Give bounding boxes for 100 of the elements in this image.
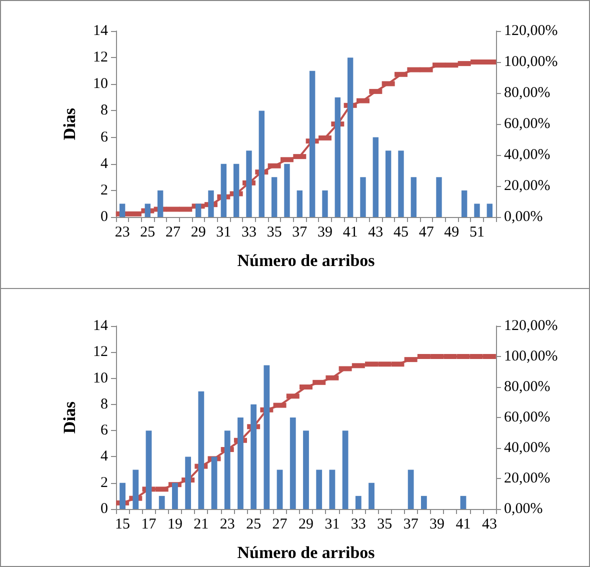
x-tick-label: 25 <box>140 224 156 240</box>
bar <box>224 430 230 509</box>
bar <box>474 204 480 217</box>
y-tick-label: 14 <box>93 318 108 334</box>
bar <box>420 496 427 509</box>
x-tick-label: 15 <box>115 516 130 532</box>
y2-tick-label: 100,00% <box>504 54 558 70</box>
x-tick-label: 29 <box>190 224 206 240</box>
bar <box>360 177 366 217</box>
y2-tick-label: 0,00% <box>504 209 543 225</box>
bar <box>195 204 202 217</box>
y-tick-label: 12 <box>93 344 108 360</box>
x-tick-label: 33 <box>350 516 366 532</box>
bar <box>158 496 165 509</box>
bar <box>264 365 270 509</box>
x-tick-label: 31 <box>324 516 340 532</box>
x-tick-label: 41 <box>342 224 358 240</box>
bar <box>410 177 417 217</box>
y-axis-title: Dias <box>60 108 79 140</box>
bar <box>250 404 257 509</box>
y-tick-label: 0 <box>100 501 108 517</box>
y2-tick-label: 0,00% <box>504 501 543 517</box>
x-tick-label: 43 <box>482 516 497 532</box>
bar <box>119 204 126 217</box>
x-axis-title: Número de arribos <box>237 251 376 270</box>
bar <box>303 430 309 509</box>
y2-tick-label: 80,00% <box>504 379 550 395</box>
y-tick-label: 2 <box>100 182 108 198</box>
x-tick-label: 33 <box>242 224 256 240</box>
bar <box>146 430 152 509</box>
bar <box>296 190 303 217</box>
x-tick-label: 27 <box>166 224 181 240</box>
x-tick-label: 23 <box>114 224 130 240</box>
y-tick-label: 12 <box>93 50 108 66</box>
bar <box>347 58 354 217</box>
x-tick-label: 51 <box>470 224 484 240</box>
y2-tick-label: 120,00% <box>504 23 558 39</box>
x-tick-label: 39 <box>430 516 445 532</box>
y2-tick-label: 80,00% <box>504 85 550 101</box>
y-tick-label: 6 <box>100 129 108 146</box>
bar <box>461 190 468 217</box>
y2-tick-label: 20,00% <box>504 470 550 486</box>
bar <box>220 164 227 217</box>
y2-tick-label: 60,00% <box>504 116 550 132</box>
y-tick-label: 14 <box>93 23 108 39</box>
bar <box>233 164 240 217</box>
bar <box>258 110 265 217</box>
x-tick-label: 43 <box>368 224 384 240</box>
x-tick-label: 23 <box>220 516 235 532</box>
x-tick-label: 35 <box>266 224 282 240</box>
y2-tick-label: 60,00% <box>504 410 550 426</box>
x-tick-label: 27 <box>272 516 288 532</box>
bar <box>172 482 178 509</box>
y-tick-label: 4 <box>100 448 108 465</box>
bar <box>398 150 404 217</box>
bar <box>316 470 322 509</box>
x-tick-label: 39 <box>318 224 332 240</box>
bar <box>211 456 218 509</box>
bar <box>460 496 466 509</box>
x-axis-title: Número de arribos <box>237 543 376 562</box>
y-tick-label: 4 <box>100 156 108 172</box>
y-tick-label: 2 <box>100 474 108 491</box>
x-tick-label: 35 <box>377 516 392 532</box>
bar <box>238 418 244 509</box>
bar <box>120 482 126 509</box>
y-axis-title: Dias <box>60 401 79 434</box>
bar <box>334 97 341 217</box>
bar <box>246 150 252 217</box>
bar <box>355 496 362 509</box>
bar <box>342 430 348 509</box>
bar <box>271 177 278 217</box>
x-tick-label: 37 <box>292 224 308 240</box>
bar <box>372 137 379 217</box>
x-tick-label: 21 <box>194 516 209 532</box>
bar <box>408 470 414 509</box>
bar <box>322 190 328 217</box>
bar <box>368 482 374 509</box>
bar <box>208 190 214 217</box>
bar <box>276 470 283 509</box>
y2-tick-label: 40,00% <box>504 147 550 163</box>
bar <box>144 204 151 217</box>
y-tick-label: 10 <box>93 76 108 92</box>
x-tick-label: 29 <box>298 516 314 532</box>
y2-tick-label: 20,00% <box>504 178 550 194</box>
y-tick-label: 10 <box>93 370 108 386</box>
y-tick-label: 6 <box>100 422 108 439</box>
x-tick-label: 17 <box>141 516 157 532</box>
bar <box>284 164 290 217</box>
bar <box>329 470 336 509</box>
x-tick-label: 25 <box>246 516 262 532</box>
x-tick-label: 41 <box>456 516 471 532</box>
x-tick-label: 37 <box>403 516 419 532</box>
bar <box>157 190 164 217</box>
x-tick-label: 45 <box>394 224 408 240</box>
bar <box>486 204 493 217</box>
y2-tick-label: 40,00% <box>504 440 550 456</box>
y-tick-label: 8 <box>100 396 108 412</box>
y-tick-label: 0 <box>100 209 108 225</box>
bar <box>436 177 442 217</box>
bar <box>309 70 316 217</box>
